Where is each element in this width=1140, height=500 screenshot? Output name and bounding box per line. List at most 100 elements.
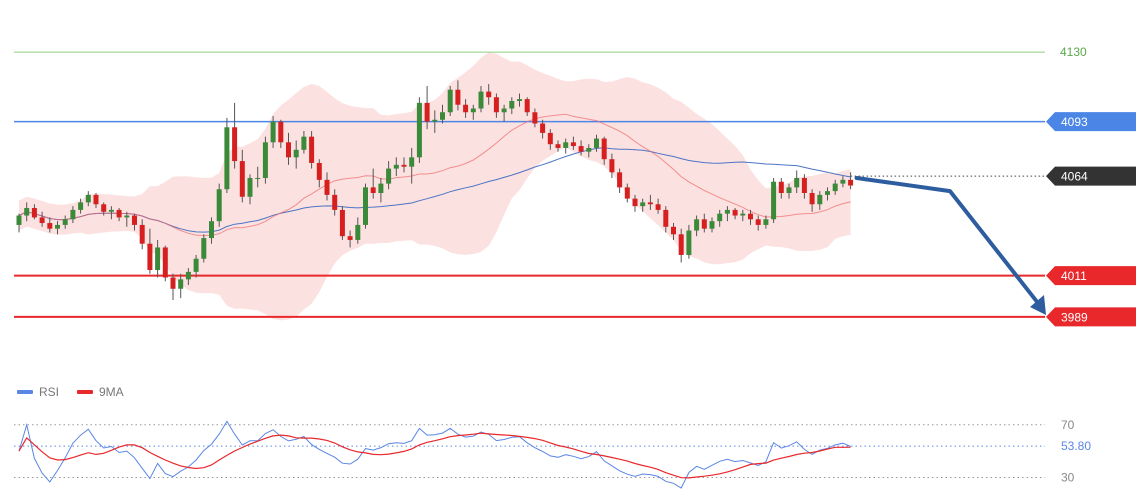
candle (470, 104, 476, 120)
candle-body (247, 177, 253, 197)
candle-body (740, 213, 746, 216)
fast-moving-average (18, 113, 851, 237)
candle (801, 174, 807, 199)
candle (193, 254, 199, 278)
candle-body (455, 89, 461, 105)
candle-body (540, 123, 546, 133)
candle (324, 172, 330, 201)
level-tag-4093: 4093 (1046, 112, 1136, 132)
candle (370, 168, 376, 199)
candle-body (617, 172, 623, 188)
legend-swatch (17, 390, 33, 394)
candle-body (108, 209, 114, 212)
candle (101, 202, 107, 216)
candle-body (124, 215, 130, 218)
candle (601, 136, 607, 165)
level-tag-bg (1046, 266, 1136, 286)
candle-body (678, 234, 684, 255)
candle-body (55, 224, 60, 229)
candle (309, 131, 315, 169)
level-tag-text: 3989 (1061, 310, 1088, 324)
legend-item-9ma: 9MA (77, 385, 124, 399)
candle (363, 183, 368, 229)
candle-body (339, 209, 345, 237)
candle (724, 206, 730, 222)
candle (224, 117, 230, 193)
candle (609, 153, 615, 178)
bollinger-band (19, 52, 851, 321)
candle-body (93, 194, 99, 205)
candle-body (478, 91, 484, 109)
candle (509, 97, 515, 115)
candle-body (817, 194, 823, 205)
candle (39, 211, 45, 227)
candle (555, 140, 561, 152)
candle-body (632, 198, 638, 207)
price-panel: 4130 4093 4064 4011 3989 (14, 45, 1136, 327)
candle-body (647, 202, 653, 205)
candle-body (524, 99, 530, 113)
legend-label: 9MA (99, 385, 124, 399)
candle (540, 119, 546, 139)
candle-body (193, 258, 199, 272)
candle (748, 209, 753, 225)
candle-body (763, 219, 769, 225)
candle-body (801, 177, 807, 193)
candle-body (270, 121, 276, 143)
level-tag-bg (1046, 307, 1136, 327)
candle (478, 85, 484, 113)
candle-body (624, 187, 630, 199)
candle (786, 183, 792, 199)
candle-body (555, 144, 561, 148)
candle (70, 206, 76, 224)
candle-body (594, 138, 599, 148)
candle-body (547, 132, 553, 145)
candle-body (463, 104, 469, 113)
candle-body (825, 191, 830, 195)
candle-body (293, 149, 299, 158)
candle (447, 85, 453, 117)
candle-body (278, 121, 284, 143)
candle-body (47, 223, 53, 229)
candle (170, 273, 176, 301)
candle (771, 177, 777, 224)
candle (632, 194, 638, 212)
legend-label: RSI (39, 385, 59, 399)
candle (239, 149, 245, 203)
candle-body (778, 181, 784, 193)
candle (563, 138, 569, 154)
candle-body (432, 119, 438, 122)
candle (155, 239, 161, 278)
candle-body (147, 243, 153, 270)
candle (763, 215, 769, 229)
candle-body (848, 179, 854, 186)
candle (455, 80, 461, 111)
candle (339, 206, 345, 240)
candle (840, 176, 846, 188)
candle (825, 187, 830, 201)
candle-body (517, 99, 522, 101)
candle-body (601, 138, 607, 160)
candle (524, 97, 530, 117)
candle (178, 273, 184, 299)
candle (185, 268, 191, 286)
candle-body (709, 221, 715, 229)
candle (85, 191, 91, 207)
candle (132, 213, 137, 231)
candle (432, 110, 438, 133)
candle (47, 217, 53, 233)
candle (355, 217, 361, 244)
candle-body (416, 102, 422, 158)
candle-body (470, 108, 476, 113)
candle-body (640, 202, 646, 207)
candle-body (62, 219, 68, 225)
candle (31, 204, 37, 220)
candle-body (424, 102, 430, 122)
candle-body (309, 136, 315, 163)
candle (62, 215, 68, 229)
level-tag-3989: 3989 (1046, 307, 1136, 327)
candle-body (70, 209, 76, 220)
candle-body (286, 142, 291, 158)
candle-body (85, 194, 91, 203)
candle-body (493, 97, 499, 113)
